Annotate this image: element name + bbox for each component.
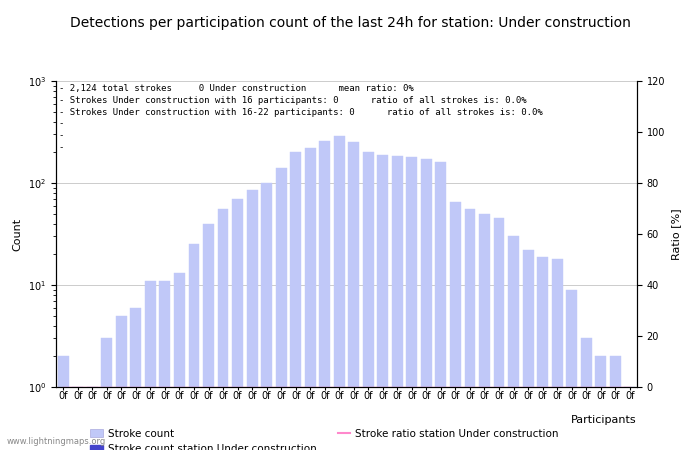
Bar <box>246 190 258 450</box>
Bar <box>174 274 185 450</box>
Bar <box>203 224 214 450</box>
Bar <box>537 256 548 450</box>
Bar <box>72 387 83 450</box>
Bar <box>494 218 505 450</box>
Bar <box>290 152 301 450</box>
Bar <box>450 202 461 450</box>
Bar <box>304 148 316 450</box>
Bar <box>407 157 417 450</box>
Bar <box>87 387 98 450</box>
Bar <box>566 290 577 450</box>
Bar <box>116 316 127 450</box>
Bar <box>421 159 432 450</box>
Bar <box>232 199 243 450</box>
Bar <box>508 236 519 450</box>
Text: - 2,124 total strokes     0 Under construction      mean ratio: 0%
- Strokes Und: - 2,124 total strokes 0 Under constructi… <box>59 84 542 152</box>
Bar <box>276 168 286 450</box>
Bar <box>435 162 447 450</box>
Bar <box>102 338 112 450</box>
Y-axis label: Count: Count <box>13 217 22 251</box>
Text: www.lightningmaps.org: www.lightningmaps.org <box>7 436 106 446</box>
Bar <box>610 356 621 450</box>
Bar <box>334 136 344 450</box>
Bar <box>130 308 141 450</box>
Legend: Stroke count, Stroke count station Under construction, Stroke ratio station Unde: Stroke count, Stroke count station Under… <box>90 429 559 450</box>
Bar <box>349 142 359 450</box>
Bar <box>581 338 592 450</box>
Bar <box>58 356 69 450</box>
Bar <box>523 250 533 450</box>
Bar <box>319 141 330 450</box>
Bar <box>595 356 606 450</box>
Bar <box>552 259 563 450</box>
Bar <box>218 210 228 450</box>
Bar <box>377 154 388 450</box>
Text: Detections per participation count of the last 24h for station: Under constructi: Detections per participation count of th… <box>69 16 631 30</box>
Bar <box>261 183 272 450</box>
Bar <box>465 210 475 450</box>
Bar <box>188 244 199 450</box>
Bar <box>624 387 635 450</box>
Bar <box>145 281 156 450</box>
Bar <box>392 156 402 450</box>
Bar <box>160 281 170 450</box>
Bar <box>363 152 374 450</box>
Y-axis label: Ratio [%]: Ratio [%] <box>671 208 681 260</box>
Bar <box>479 214 490 450</box>
Text: Participants: Participants <box>571 414 637 424</box>
